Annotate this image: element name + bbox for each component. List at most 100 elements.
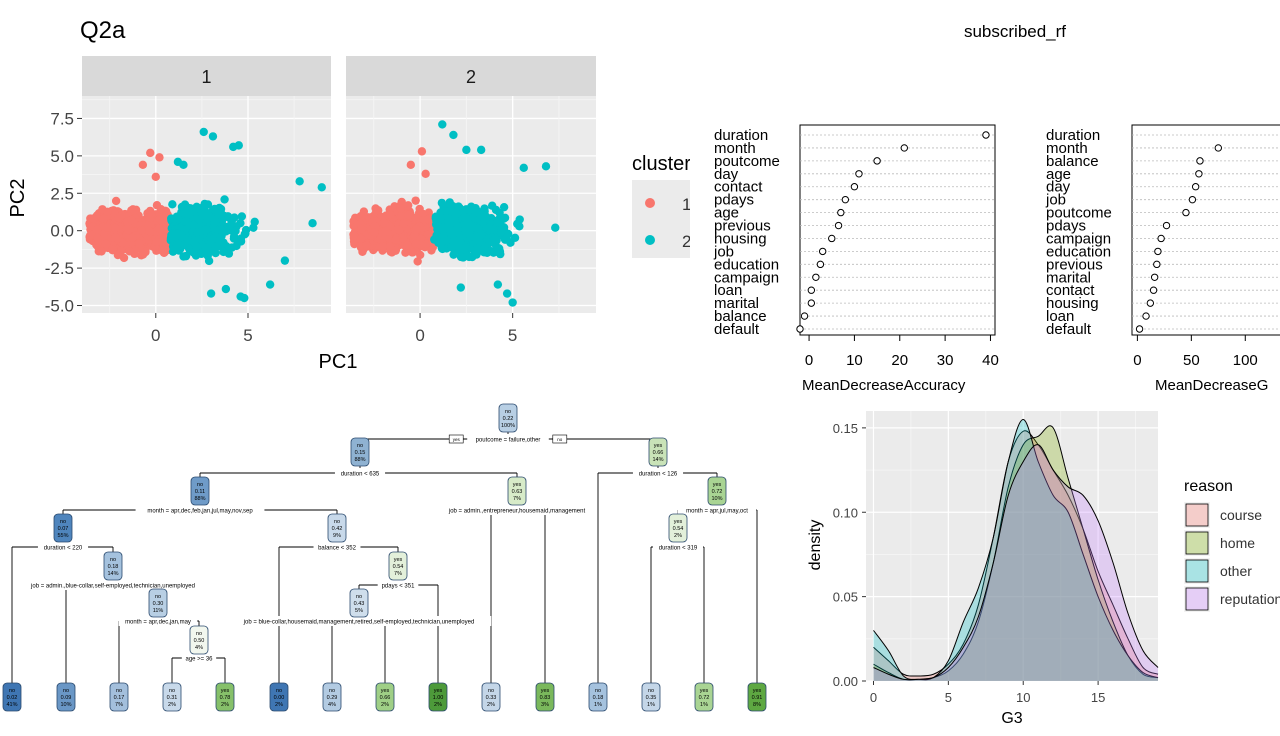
pca-y-axis-label: PC2 bbox=[7, 179, 29, 218]
tree-node: no0.351% bbox=[641, 682, 661, 712]
tree-node-box bbox=[327, 513, 347, 543]
pca-point-cluster-1 bbox=[417, 147, 427, 156]
density-plot-background bbox=[866, 411, 1158, 681]
rf-importance-point bbox=[796, 325, 804, 333]
rf-x-axis-label: MeanDecreaseG bbox=[1155, 377, 1268, 394]
pca-point-cluster-1 bbox=[155, 224, 164, 234]
pca-point-cluster-1 bbox=[155, 153, 164, 162]
pca-point-cluster-1 bbox=[396, 204, 406, 213]
rf-x-axis-label: MeanDecreaseAccuracy bbox=[802, 377, 966, 394]
pca-point-cluster-1 bbox=[146, 148, 155, 158]
pca-point-cluster-1 bbox=[156, 204, 166, 214]
rf-variable-label: poutcome bbox=[1046, 205, 1112, 222]
tree-yes-box bbox=[448, 434, 464, 444]
tree-node-prob: 0.31 bbox=[167, 695, 178, 701]
pca-legend-dot-1 bbox=[645, 198, 655, 208]
pca-point-cluster-1 bbox=[356, 234, 366, 243]
rf-importance-point bbox=[1191, 183, 1200, 191]
pca-facet-strip bbox=[346, 56, 596, 96]
tree-split-bg bbox=[334, 468, 386, 478]
pca-x-tick-label: 0 bbox=[151, 326, 160, 345]
tree-node-prob: 0.54 bbox=[393, 564, 404, 570]
rf-importance-point bbox=[1149, 286, 1158, 294]
pca-point-cluster-1 bbox=[391, 235, 400, 245]
tree-branch bbox=[650, 542, 705, 683]
pca-point-cluster-2 bbox=[168, 229, 178, 238]
tree-split-label: balance < 352 bbox=[318, 546, 357, 552]
tree-node-class: yes bbox=[700, 688, 709, 694]
tree-node-class: yes bbox=[753, 688, 762, 694]
tree-node-pct: 100% bbox=[501, 423, 515, 429]
tree-split-label: month = apr,dec,jan,may bbox=[125, 620, 191, 626]
pca-point-cluster-1 bbox=[404, 201, 413, 210]
pca-point-cluster-1 bbox=[125, 247, 134, 256]
pca-point-cluster-2 bbox=[541, 162, 551, 171]
tree-node-prob: 0.72 bbox=[699, 695, 710, 701]
pca-legend: cluster 1 2 bbox=[632, 153, 690, 258]
density-y-tick-label: 0.15 bbox=[833, 421, 858, 436]
pca-point-cluster-2 bbox=[472, 245, 481, 254]
rf-plot-frame bbox=[1131, 124, 1280, 336]
tree-node-pct: 2% bbox=[434, 702, 442, 708]
tree-node-class: no bbox=[116, 688, 122, 694]
rf-importance-point bbox=[1157, 234, 1165, 243]
tree-node-box bbox=[349, 588, 369, 618]
tree-node-box bbox=[215, 682, 235, 712]
pca-series-cluster-2 bbox=[166, 127, 326, 303]
rf-dotchart-2: durationmonthbalanceagedayjobpoutcomepda… bbox=[1045, 124, 1280, 394]
tree-node-class: no bbox=[155, 594, 161, 600]
tree-node-class: no bbox=[197, 482, 203, 488]
pca-point-cluster-1 bbox=[406, 160, 416, 170]
pca-point-cluster-2 bbox=[551, 223, 560, 232]
pca-point-cluster-1 bbox=[408, 248, 418, 257]
tree-node-pct: 2% bbox=[221, 702, 229, 708]
pca-point-cluster-1 bbox=[135, 239, 144, 248]
tree-node-pct: 10% bbox=[60, 702, 71, 708]
pca-point-cluster-1 bbox=[146, 210, 156, 219]
tree-node-prob: 0.18 bbox=[108, 564, 119, 570]
pca-point-cluster-2 bbox=[189, 248, 198, 257]
pca-point-cluster-1 bbox=[144, 226, 154, 236]
pca-title: Q2a bbox=[80, 17, 126, 44]
tree-node-pct: 14% bbox=[107, 571, 118, 577]
pca-point-cluster-1 bbox=[374, 206, 383, 215]
tree-node-box bbox=[694, 682, 714, 712]
rf-importance-point bbox=[1195, 170, 1203, 178]
rf-x-tick-label: 0 bbox=[1133, 352, 1141, 369]
density-legend-key-bg bbox=[1184, 558, 1210, 584]
pca-point-cluster-1 bbox=[114, 213, 123, 223]
rf-importance-point bbox=[1182, 208, 1190, 217]
tree-node-class: no bbox=[595, 688, 601, 694]
rf-importance-point bbox=[812, 273, 820, 281]
tree-split-bg bbox=[226, 616, 492, 626]
pca-point-cluster-1 bbox=[370, 228, 379, 237]
rf-importance-point bbox=[873, 157, 881, 165]
pca-point-cluster-1 bbox=[101, 239, 111, 249]
tree-node-pct: 88% bbox=[354, 457, 365, 463]
rf-variable-label: campaign bbox=[714, 269, 779, 286]
density-legend: reason course home other reputation bbox=[1184, 478, 1280, 612]
rf-importance-point bbox=[1146, 299, 1155, 307]
pca-point-cluster-2 bbox=[203, 243, 212, 252]
tree-branch bbox=[358, 580, 439, 683]
pca-point-cluster-2 bbox=[484, 223, 494, 232]
pca-point-cluster-1 bbox=[111, 196, 121, 206]
pca-point-cluster-2 bbox=[487, 237, 497, 246]
pca-point-cluster-1 bbox=[97, 247, 106, 256]
tree-split-label: month = apr,jul,may,oct bbox=[686, 509, 748, 515]
pca-point-cluster-1 bbox=[378, 241, 388, 251]
pca-point-cluster-2 bbox=[449, 228, 458, 238]
tree-node-class: yes bbox=[674, 519, 683, 525]
pca-point-cluster-2 bbox=[434, 238, 443, 247]
tree-node-class: no bbox=[276, 688, 282, 694]
rf-variable-label: day bbox=[1046, 179, 1071, 196]
rf-variable-label: loan bbox=[1046, 308, 1074, 325]
tree-node-pct: 8% bbox=[753, 702, 761, 708]
pca-point-cluster-1 bbox=[98, 205, 107, 214]
tree-branch bbox=[118, 617, 200, 683]
tree-node-box bbox=[190, 476, 210, 506]
